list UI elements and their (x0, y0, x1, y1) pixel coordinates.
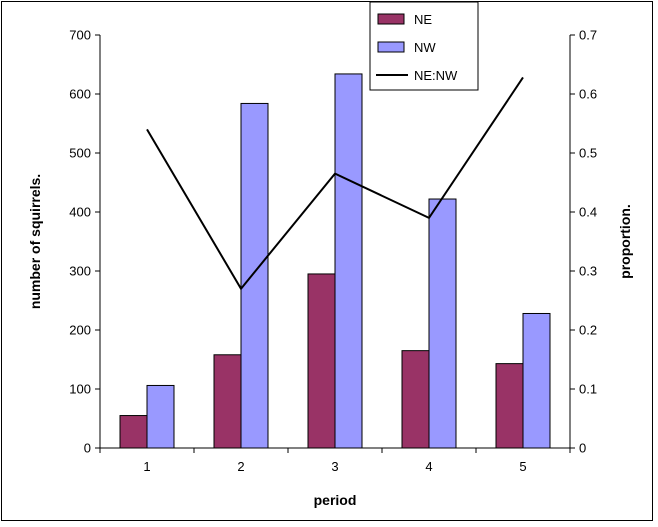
x-tick-label: 5 (519, 459, 526, 474)
y2-tick-label: 0.6 (579, 87, 597, 102)
bar-ne-5 (495, 363, 524, 449)
x-tick-label: 2 (237, 459, 244, 474)
bar-nw-4 (428, 198, 457, 449)
y2-tick-label: 0.4 (579, 205, 597, 220)
y-tick-label: 600 (69, 87, 91, 102)
y-tick-label: 700 (69, 28, 91, 43)
x-tick-label: 4 (425, 459, 432, 474)
legend-swatch-nw (377, 41, 405, 53)
legend-label: NE (414, 12, 432, 27)
bar-ne-2 (213, 354, 242, 449)
legend-label: NE:NW (414, 68, 458, 83)
y-tick-label: 300 (69, 264, 91, 279)
y-tick-label: 200 (69, 323, 91, 338)
y2-tick-label: 0.3 (579, 264, 597, 279)
y-tick-label: 0 (84, 441, 91, 456)
y2-tick-label: 0.2 (579, 323, 597, 338)
y2-tick-label: 0.1 (579, 382, 597, 397)
ratio-line-layer (146, 76, 524, 291)
x-axis-title: period (314, 492, 357, 508)
bar-nw-2 (240, 102, 269, 449)
bars-layer (119, 73, 551, 449)
legend-label: NW (414, 40, 436, 55)
y-tick-label: 100 (69, 382, 91, 397)
x-tick-label: 1 (143, 459, 150, 474)
y2-tick-label: 0.7 (579, 28, 597, 43)
y-tick-label: 500 (69, 146, 91, 161)
y-tick-label: 400 (69, 205, 91, 220)
bar-nw-5 (522, 312, 551, 449)
legend: NE NW NE:NW (369, 1, 479, 91)
y2-tick-label: 0 (579, 441, 586, 456)
axes-layer: 0 100 200 300 400 500 600 700 0 0.1 0.2 0.3 0.4 0.5 0.… (69, 28, 597, 475)
y-axis-title: number of squirrels. (27, 174, 43, 309)
bar-ne-3 (307, 273, 336, 449)
y2-axis-title: proportion. (617, 204, 633, 279)
bar-nw-1 (146, 384, 175, 449)
legend-swatch-ne (377, 13, 405, 25)
line-series-ne-nw (146, 76, 524, 291)
bar-ne-4 (401, 350, 430, 449)
y2-tick-label: 0.5 (579, 146, 597, 161)
x-tick-label: 3 (331, 459, 338, 474)
bar-nw-3 (334, 73, 363, 449)
bar-ne-1 (119, 415, 148, 449)
